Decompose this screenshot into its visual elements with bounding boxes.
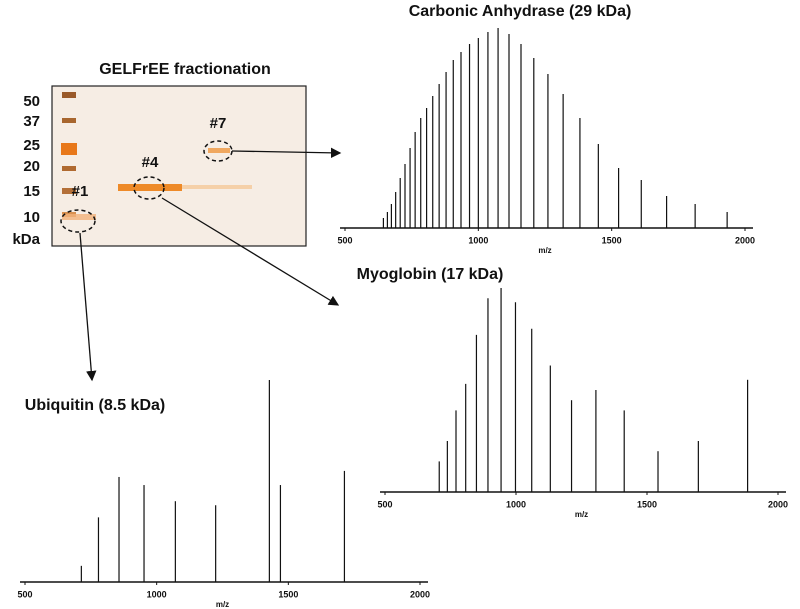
ladder-label: 10 <box>23 209 40 226</box>
ladder-unit: kDa <box>12 231 40 248</box>
chart-title: Myoglobin (17 kDa) <box>357 266 504 283</box>
fraction-label: #7 <box>210 115 227 132</box>
x-axis-label: m/z <box>575 510 588 519</box>
x-tick-label: 1000 <box>147 589 167 599</box>
x-axis-label: m/z <box>538 246 551 255</box>
x-tick-label: 2000 <box>735 235 755 245</box>
ladder-label: 15 <box>23 183 40 200</box>
x-tick-label: 1500 <box>278 589 298 599</box>
arrow <box>79 232 97 382</box>
arrow <box>231 147 342 159</box>
arrow <box>161 197 340 306</box>
x-tick-label: 2000 <box>410 589 430 599</box>
chart-title: Carbonic Anhydrase (29 kDa) <box>409 3 632 20</box>
x-tick-label: 500 <box>377 499 392 509</box>
chart-title: Ubiquitin (8.5 kDa) <box>25 397 165 414</box>
ladder-label: 20 <box>23 158 40 175</box>
ladder-label: 37 <box>23 113 40 130</box>
x-axis-label: m/z <box>216 600 229 609</box>
x-tick-label: 500 <box>17 589 32 599</box>
x-tick-label: 500 <box>337 235 352 245</box>
x-tick-label: 2000 <box>768 499 788 509</box>
x-tick-label: 1000 <box>506 499 526 509</box>
fraction-label: #4 <box>142 154 159 171</box>
ladder-label: 50 <box>23 93 40 110</box>
x-tick-label: 1500 <box>637 499 657 509</box>
ladder-label: 25 <box>23 137 40 154</box>
x-tick-label: 1500 <box>602 235 622 245</box>
fraction-label: #1 <box>72 183 89 200</box>
x-tick-label: 1000 <box>468 235 488 245</box>
gel <box>51 85 307 247</box>
gel-title: GELFrEE fractionation <box>99 61 271 78</box>
